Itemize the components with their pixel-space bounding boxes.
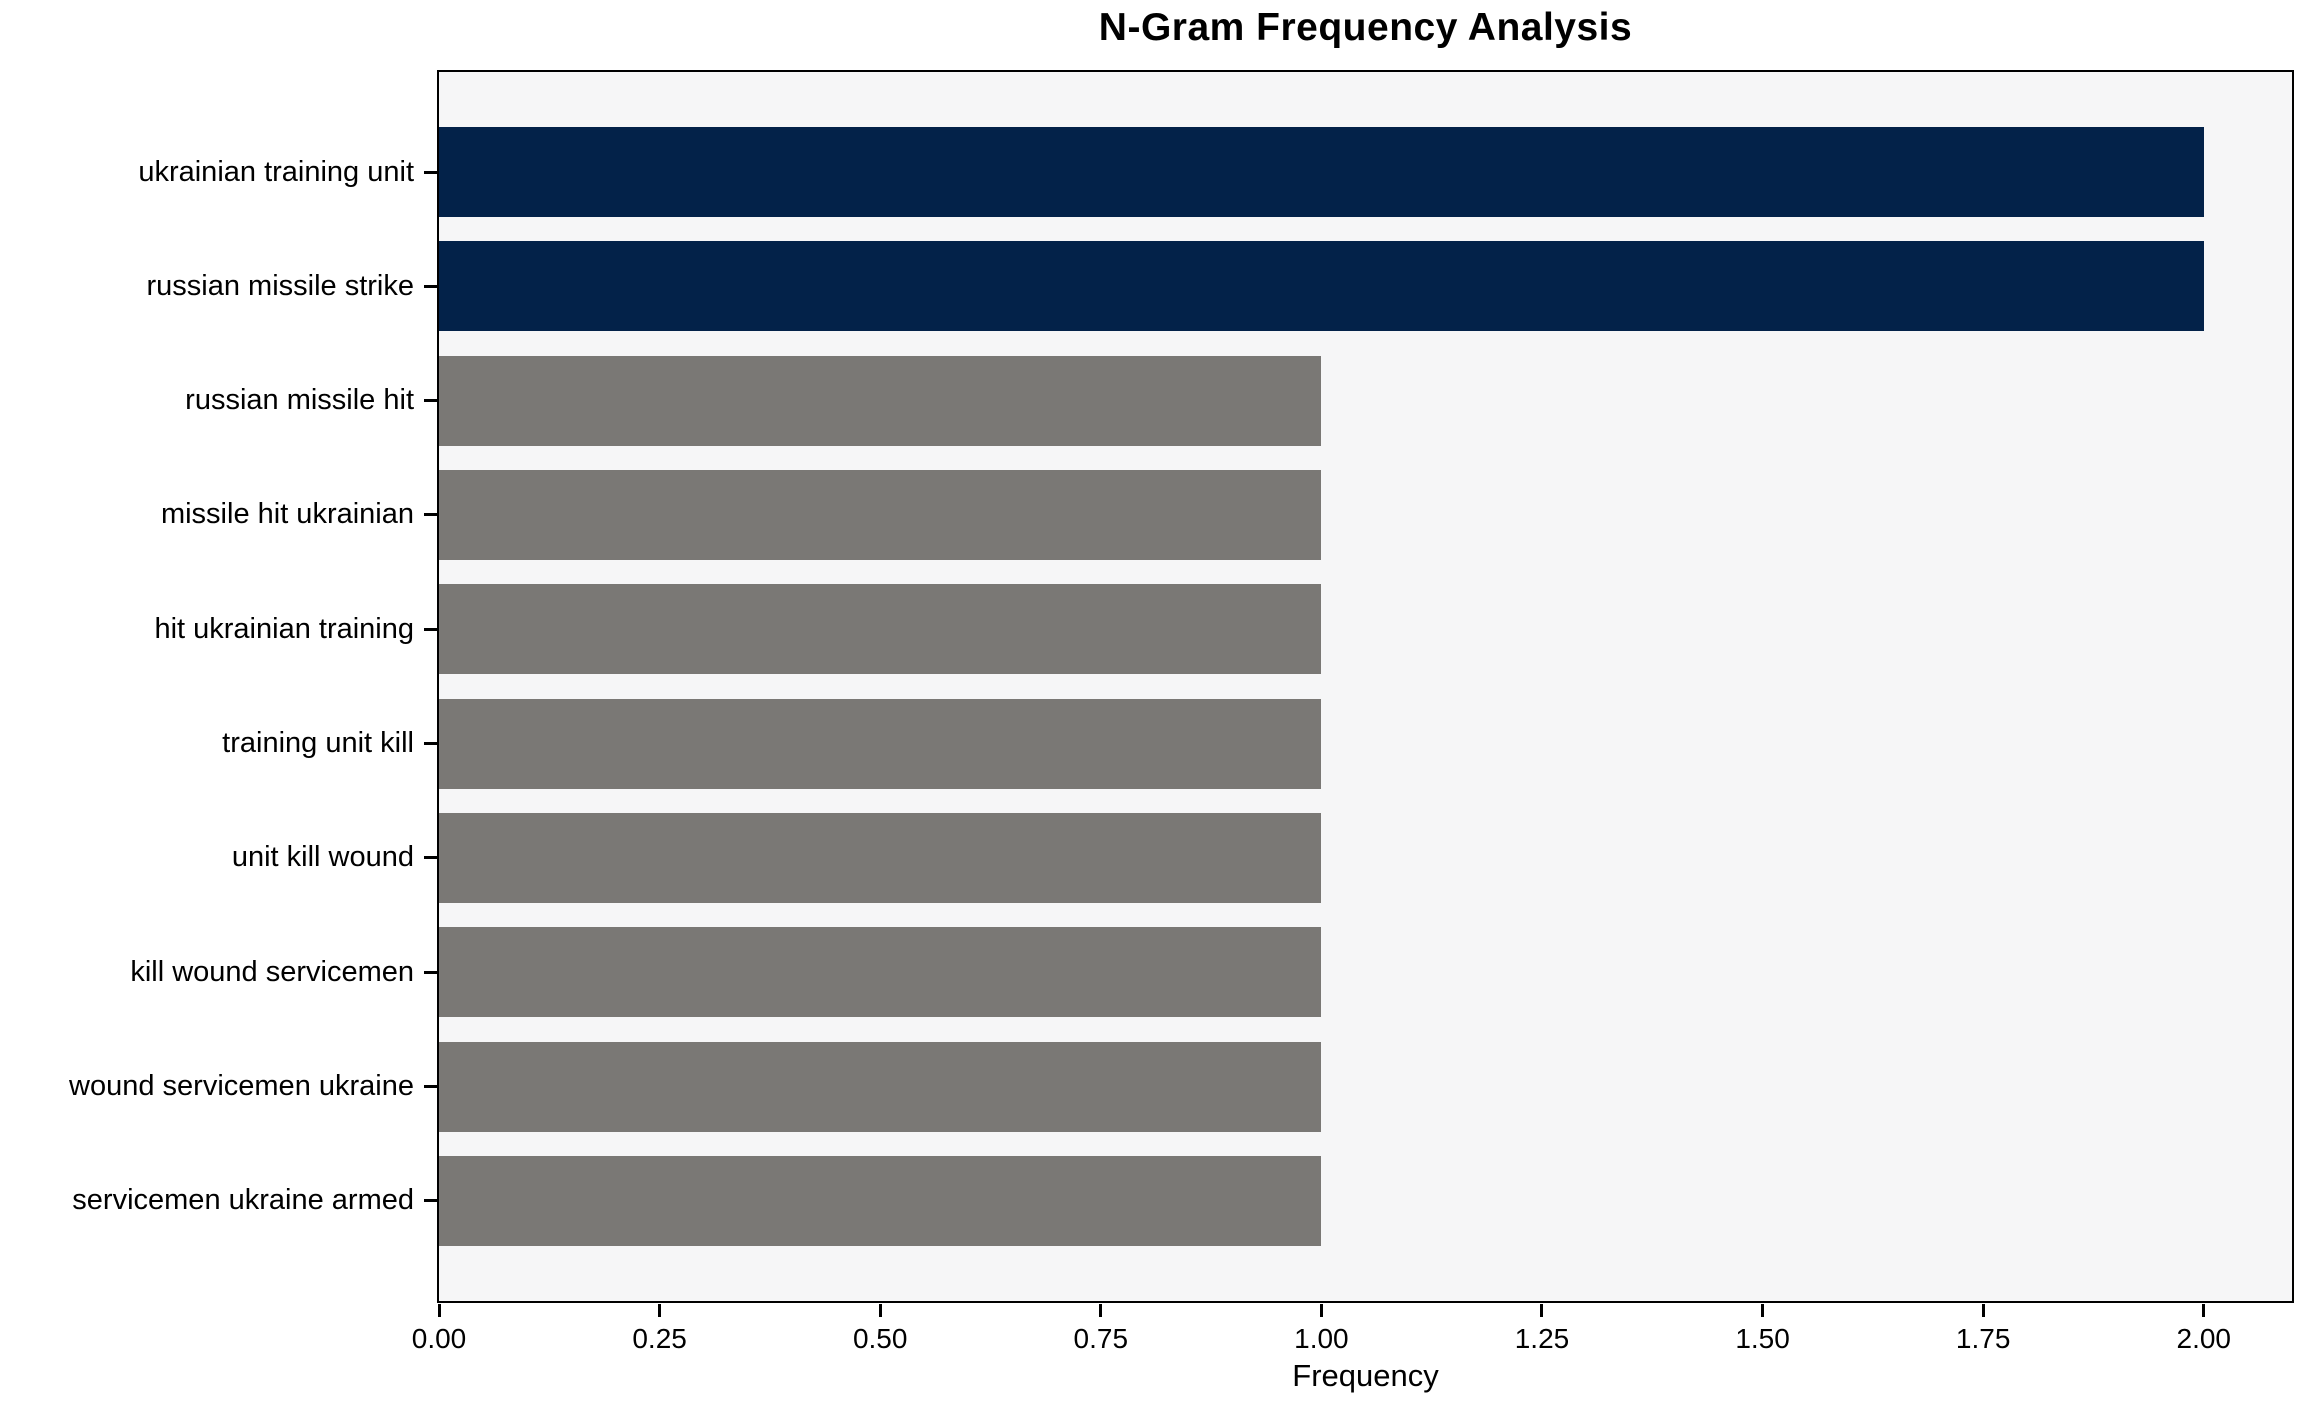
bar (439, 241, 2204, 332)
y-tick-mark (424, 856, 437, 860)
bar (439, 1041, 1322, 1132)
bar-row (439, 241, 2292, 332)
y-tick-label: servicemen ukraine armed (72, 1184, 414, 1217)
x-tick-label: 1.75 (1955, 1323, 2011, 1354)
bar-row (439, 1155, 2292, 1246)
y-tick-mark (424, 1085, 437, 1089)
y-tick-mark (424, 627, 437, 631)
bar (439, 812, 1322, 903)
y-tick-mark (424, 170, 437, 174)
y-label-row: training unit kill (0, 699, 437, 789)
bar-row (439, 469, 2292, 560)
x-tick-label: 1.50 (1735, 1323, 1790, 1354)
bar-row (439, 698, 2292, 789)
x-tick-mark (1540, 1304, 1544, 1317)
x-tick-mark (1099, 1304, 1103, 1317)
bar-row (439, 355, 2292, 446)
x-tick-label: 1.25 (1514, 1323, 1570, 1354)
y-label-row: kill wound servicemen (0, 927, 437, 1017)
bar (439, 355, 1322, 446)
x-tick-label: 0.75 (1073, 1323, 1129, 1354)
y-label-row: hit ukrainian training (0, 584, 437, 674)
y-tick-label: training unit kill (222, 727, 414, 760)
x-tick-label: 0.25 (632, 1323, 687, 1354)
y-tick-label: ukrainian training unit (138, 155, 414, 188)
y-tick-label: hit ukrainian training (154, 612, 414, 645)
y-label-row: missile hit ukrainian (0, 470, 437, 560)
bar (439, 1155, 1322, 1246)
y-tick-mark (424, 970, 437, 974)
bar (439, 927, 1322, 1018)
y-tick-mark (424, 742, 437, 746)
y-label-row: unit kill wound (0, 813, 437, 903)
x-tick-label: 2.00 (2176, 1323, 2232, 1354)
y-tick-label: wound servicemen ukraine (69, 1070, 414, 1103)
bar (439, 584, 1322, 675)
y-tick-label: russian missile hit (185, 384, 414, 417)
y-tick-mark (424, 284, 437, 288)
bar (439, 698, 1322, 789)
chart-title: N-Gram Frequency Analysis (1098, 6, 1633, 49)
y-label-row: russian missile hit (0, 356, 437, 446)
bar (439, 127, 2204, 217)
bar-row (439, 927, 2292, 1018)
y-axis-labels: ukrainian training unit russian missile s… (0, 70, 437, 1303)
x-axis-title: Frequency (1292, 1358, 1439, 1393)
y-tick-mark (424, 513, 437, 517)
bar-row (439, 1041, 2292, 1132)
y-label-row: ukrainian training unit (0, 127, 437, 217)
x-tick-mark (437, 1304, 441, 1317)
y-tick-label: russian missile strike (146, 269, 415, 302)
x-tick-mark (2202, 1304, 2206, 1317)
y-label-row: servicemen ukraine armed (0, 1156, 437, 1246)
bar-row (439, 812, 2292, 903)
x-tick-mark (658, 1304, 662, 1317)
x-tick-label: 0.50 (852, 1323, 908, 1354)
bars-container (439, 70, 2292, 1303)
x-tick-label: 0.00 (411, 1323, 467, 1354)
x-tick-mark (1981, 1304, 1985, 1317)
x-tick-label: 1.00 (1294, 1323, 1349, 1354)
bar-row (439, 584, 2292, 675)
x-tick-mark (1761, 1304, 1765, 1317)
y-tick-mark (424, 399, 437, 403)
x-tick-mark (1319, 1304, 1323, 1317)
y-tick-mark (424, 1199, 437, 1203)
x-tick-mark (878, 1304, 882, 1317)
y-label-row: wound servicemen ukraine (0, 1042, 437, 1132)
y-tick-label: missile hit ukrainian (160, 498, 414, 531)
y-tick-label: unit kill wound (231, 841, 414, 874)
y-tick-label: kill wound servicemen (130, 955, 414, 988)
y-label-row: russian missile strike (0, 241, 437, 331)
bar (439, 469, 1322, 560)
bar-row (439, 127, 2292, 217)
